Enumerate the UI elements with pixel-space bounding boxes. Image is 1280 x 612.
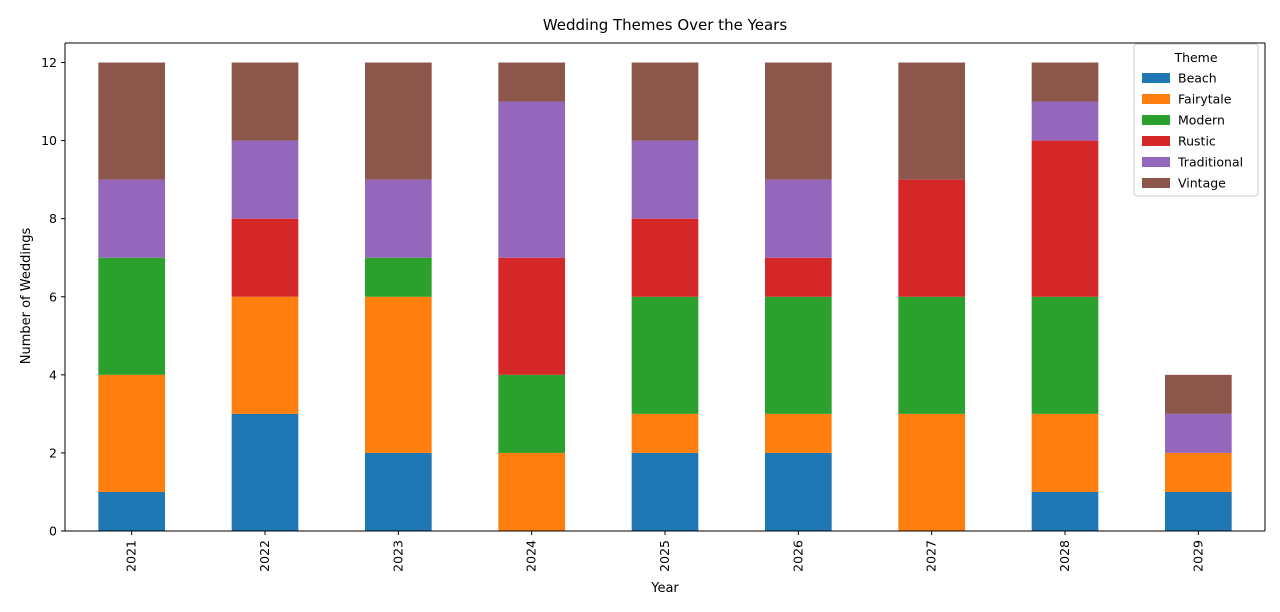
bar-traditional-2021: [98, 179, 165, 258]
axes-layer: 0 2 4 6 8 10 12 2021 2022 2023 2024 2025 2026 2027 202…: [41, 42, 1266, 572]
y-tick-label: 6: [49, 289, 57, 304]
chart-title: Wedding Themes Over the Years: [543, 16, 787, 34]
bar-fairytale-2024: [498, 452, 565, 531]
bar-fairytale-2025: [631, 413, 699, 453]
bar-traditional-2028: [1031, 101, 1099, 141]
bar-vintage-2025: [631, 62, 699, 141]
legend-label-beach: Beach: [1178, 71, 1217, 86]
legend-label-fairytale: Fairytale: [1178, 92, 1232, 107]
bar-vintage-2029: [1165, 374, 1232, 414]
bar-beach-2022: [231, 413, 299, 531]
bar-rustic-2027: [898, 179, 965, 297]
legend-swatch-fairytale: [1142, 94, 1170, 104]
bar-traditional-2026: [765, 179, 832, 258]
bar-beach-2023: [365, 452, 432, 531]
bar-vintage-2022: [231, 62, 299, 141]
y-tick-label: 10: [41, 133, 57, 148]
bar-beach-2021: [98, 491, 165, 531]
bar-modern-2021: [98, 257, 165, 375]
bar-traditional-2023: [365, 179, 432, 258]
bar-rustic-2025: [631, 218, 699, 297]
bar-vintage-2021: [98, 62, 165, 180]
x-tick-label: 2025: [657, 540, 672, 572]
y-tick-label: 4: [49, 367, 57, 382]
legend-swatch-modern: [1142, 115, 1170, 125]
bar-beach-2028: [1031, 491, 1099, 531]
x-tick-label: 2027: [924, 540, 939, 572]
y-tick-label: 12: [41, 55, 57, 70]
bar-vintage-2023: [365, 62, 432, 180]
x-tick-label: 2021: [124, 540, 139, 572]
bar-modern-2028: [1031, 296, 1099, 414]
x-tick-label: 2022: [257, 540, 272, 572]
legend-label-modern: Modern: [1178, 113, 1225, 128]
legend-swatch-vintage: [1142, 178, 1170, 188]
bar-modern-2026: [765, 296, 832, 414]
y-axis-title: Number of Weddings: [19, 228, 34, 365]
bar-modern-2027: [898, 296, 965, 414]
x-axis-title: Year: [650, 581, 679, 596]
bar-beach-2026: [765, 452, 832, 531]
bar-fairytale-2029: [1165, 452, 1232, 492]
bar-rustic-2022: [231, 218, 299, 297]
bar-beach-2029: [1165, 491, 1232, 531]
bar-traditional-2025: [631, 140, 699, 219]
legend-swatch-beach: [1142, 73, 1170, 83]
x-tick-label: 2026: [790, 540, 805, 572]
bar-layer: [98, 62, 1232, 531]
bar-modern-2025: [631, 296, 699, 414]
bar-fairytale-2023: [365, 296, 432, 453]
bar-fairytale-2026: [765, 413, 832, 453]
y-tick-label: 0: [49, 524, 57, 539]
bar-traditional-2029: [1165, 413, 1232, 453]
bar-beach-2025: [631, 452, 699, 531]
x-tick-label: 2023: [390, 540, 405, 572]
y-tick-label: 2: [49, 445, 57, 460]
x-tick-label: 2024: [524, 540, 539, 572]
bar-fairytale-2028: [1031, 413, 1099, 492]
x-tick-label: 2028: [1057, 540, 1072, 572]
bar-vintage-2028: [1031, 62, 1099, 102]
bar-traditional-2024: [498, 101, 565, 258]
legend-title: Theme: [1173, 50, 1217, 65]
bar-modern-2023: [365, 257, 432, 297]
bar-vintage-2027: [898, 62, 965, 180]
bar-rustic-2028: [1031, 140, 1099, 297]
bar-fairytale-2022: [231, 296, 299, 414]
legend-label-vintage: Vintage: [1178, 176, 1226, 191]
bar-fairytale-2027: [898, 413, 965, 531]
bar-modern-2024: [498, 374, 565, 453]
legend-swatch-traditional: [1142, 157, 1170, 167]
y-tick-label: 8: [49, 211, 57, 226]
x-tick-label: 2029: [1190, 540, 1205, 572]
legend-label-traditional: Traditional: [1177, 155, 1243, 170]
bar-vintage-2024: [498, 62, 565, 102]
legend: Theme Beach Fairytale Modern Rustic Tradition…: [1133, 43, 1259, 197]
bar-rustic-2026: [765, 257, 832, 297]
bar-fairytale-2021: [98, 374, 165, 492]
bar-rustic-2024: [498, 257, 565, 375]
legend-label-rustic: Rustic: [1178, 134, 1216, 149]
bar-traditional-2022: [231, 140, 299, 219]
legend-swatch-rustic: [1142, 136, 1170, 146]
bar-vintage-2026: [765, 62, 832, 180]
